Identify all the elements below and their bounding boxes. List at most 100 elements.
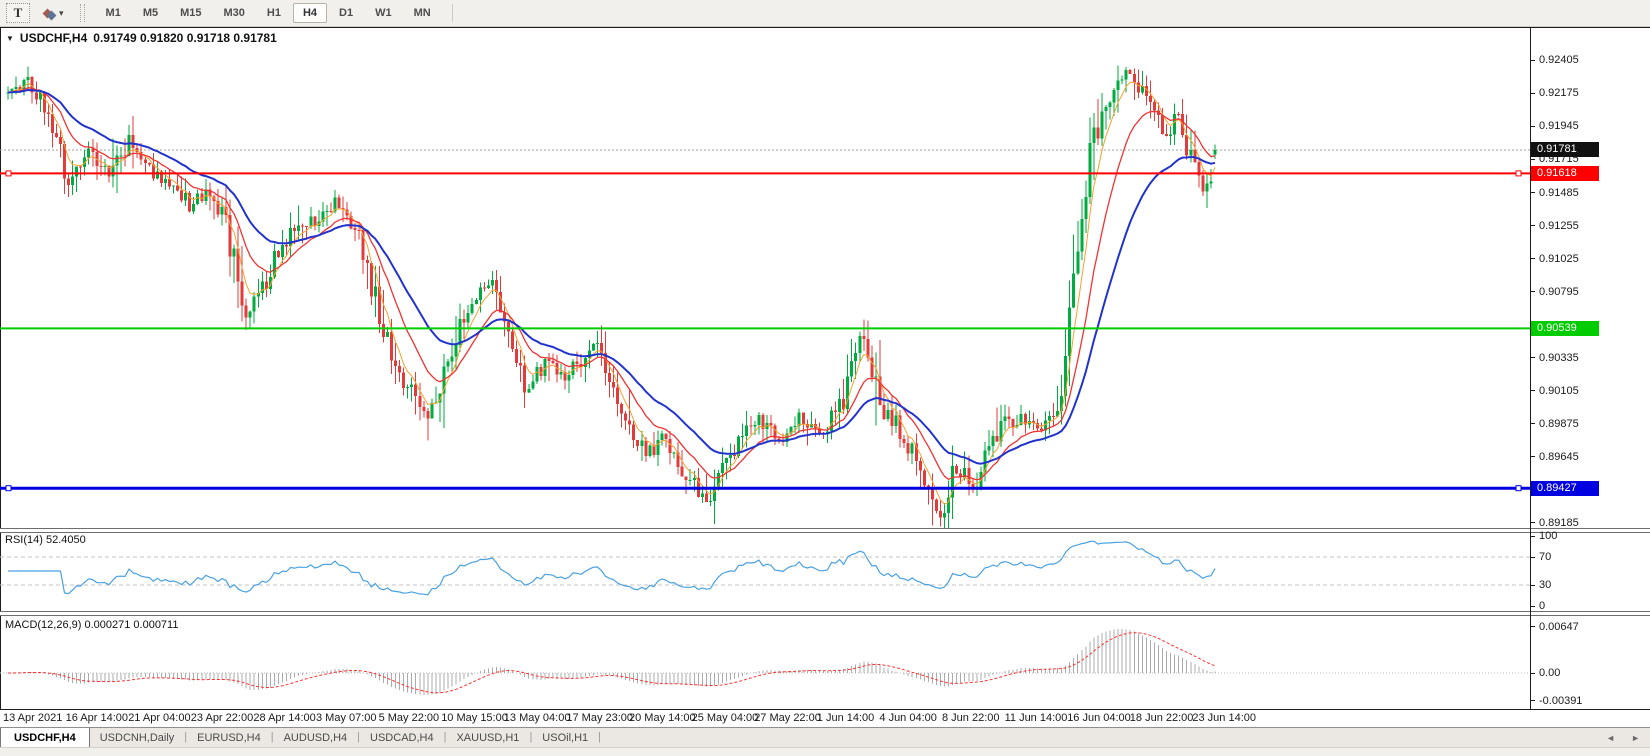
date-label: 23 Apr 22:00 bbox=[190, 712, 254, 724]
resistance-line-red-handle[interactable] bbox=[5, 170, 12, 177]
price-tick: 0.91485 bbox=[1531, 186, 1579, 200]
price-tick: 0.89875 bbox=[1531, 417, 1579, 431]
price-tick: 0.92405 bbox=[1531, 53, 1579, 67]
timeframe-toolbar: M1 M5 M15 M30 H1 H4 D1 W1 MN bbox=[95, 3, 442, 23]
price-chart-canvas[interactable] bbox=[0, 28, 1530, 528]
price-tick: 0.90795 bbox=[1531, 285, 1579, 299]
price-tick: 0.92175 bbox=[1531, 86, 1579, 100]
date-label: 28 Apr 14:00 bbox=[253, 712, 316, 724]
tab-usdcad-h4[interactable]: USDCAD,H4 bbox=[360, 728, 444, 747]
symbol-dropdown-icon[interactable]: ▼ bbox=[6, 33, 14, 43]
rsi-line bbox=[8, 540, 1216, 596]
drawing-objects-tool-button[interactable]: ▾ bbox=[40, 3, 68, 23]
tab-separator: | bbox=[357, 731, 361, 743]
ma-fast-orange bbox=[7, 81, 1216, 505]
tab-scroll-controls: ◄ ► bbox=[1606, 728, 1650, 747]
rsi-axis-tick: 100 bbox=[1531, 529, 1557, 543]
date-label: 13 Apr 2021 bbox=[3, 712, 63, 724]
top-toolbar: T ▾ M1 M5 M15 M30 H1 H4 D1 W1 MN bbox=[0, 0, 1650, 27]
tab-usdchf-h4[interactable]: USDCHF,H4 bbox=[0, 728, 90, 747]
rsi-panel-canvas[interactable] bbox=[0, 532, 1530, 611]
date-label: 17 May 23:00 bbox=[566, 712, 634, 724]
tab-eurusd-h4[interactable]: EURUSD,H4 bbox=[187, 728, 271, 747]
timeframe-button-mn[interactable]: MN bbox=[404, 3, 441, 23]
timeframe-button-m15[interactable]: M15 bbox=[170, 3, 211, 23]
macd-signal-line bbox=[8, 632, 1216, 694]
timeframe-button-m5[interactable]: M5 bbox=[133, 3, 168, 23]
date-label: 11 Jun 14:00 bbox=[1004, 712, 1068, 724]
support-line-blue-handle[interactable] bbox=[5, 485, 12, 492]
ma-mid-red bbox=[7, 87, 1216, 481]
price-tick: 0.91025 bbox=[1531, 252, 1579, 266]
panel-resize-separator[interactable] bbox=[0, 528, 1650, 533]
tab-separator: | bbox=[184, 731, 188, 743]
price-axis-border bbox=[1530, 27, 1531, 710]
macd-axis-tick: 0.00647 bbox=[1531, 620, 1579, 634]
chart-window: ▼ USDCHF,H4 0.91749 0.91820 0.91718 0.91… bbox=[0, 27, 1650, 727]
macd-indicator-label: MACD(12,26,9) 0.000271 0.000711 bbox=[5, 619, 179, 631]
price-tick: 0.90335 bbox=[1531, 351, 1579, 365]
tab-xauusd-h1[interactable]: XAUUSD,H1 bbox=[446, 728, 529, 747]
rsi-axis-tick: 0 bbox=[1531, 599, 1545, 613]
date-label: 21 Apr 04:00 bbox=[128, 712, 191, 724]
date-label: 10 May 15:00 bbox=[441, 712, 508, 724]
macd-axis-tick: -0.00391 bbox=[1531, 694, 1582, 708]
price-tick: 0.89185 bbox=[1531, 516, 1579, 530]
tabs-scroll-left-icon[interactable]: ◄ bbox=[1606, 732, 1616, 743]
date-label: 4 Jun 04:00 bbox=[879, 712, 937, 724]
rsi-indicator-label: RSI(14) 52.4050 bbox=[5, 534, 86, 546]
tab-usoil-h1[interactable]: USOil,H1 bbox=[532, 728, 598, 747]
chart-border-left bbox=[0, 27, 1, 710]
timeframe-button-d1[interactable]: D1 bbox=[329, 3, 363, 23]
tabs-scroll-right-icon[interactable]: ► bbox=[1631, 732, 1640, 743]
date-label: 27 May 22:00 bbox=[754, 712, 821, 724]
timeframe-button-h4[interactable]: H4 bbox=[292, 3, 328, 23]
chart-tabs: USDCHF,H4 USDCNH,Daily | EURUSD,H4 | AUDUSD,H… bbox=[0, 728, 601, 747]
toolbar-grip-handle[interactable] bbox=[79, 4, 85, 22]
date-label: 1 Jun 14:00 bbox=[816, 712, 875, 724]
chart-ohlc-values: 0.91749 0.91820 0.91718 0.91781 bbox=[93, 31, 277, 45]
tab-separator: | bbox=[443, 731, 447, 743]
tab-usdcnh-daily[interactable]: USDCNH,Daily bbox=[90, 728, 185, 747]
panel-resize-separator[interactable] bbox=[0, 611, 1650, 616]
timeframe-button-m1[interactable]: M1 bbox=[96, 3, 131, 23]
current-price-box: 0.91781 bbox=[1531, 142, 1599, 158]
macd-axis-tick: 0.00 bbox=[1531, 666, 1560, 680]
price-axis[interactable]: 0.92405 0.92175 0.91945 0.91715 0.91485 0.912… bbox=[1531, 27, 1650, 710]
macd-panel-canvas[interactable] bbox=[0, 615, 1530, 709]
status-bar bbox=[0, 747, 1650, 756]
chart-title: ▼ USDCHF,H4 0.91749 0.91820 0.91718 0.91… bbox=[6, 31, 277, 45]
chart-symbol-label: USDCHF,H4 bbox=[19, 31, 88, 45]
date-label: 23 Jun 14:00 bbox=[1192, 712, 1257, 724]
rsi-axis-tick: 30 bbox=[1531, 578, 1551, 592]
level-line-green-price-box: 0.90539 bbox=[1531, 320, 1599, 336]
toolbar-separator bbox=[451, 4, 453, 22]
date-label: 18 Jun 22:00 bbox=[1129, 712, 1194, 724]
ma-slow-blue bbox=[7, 89, 1216, 465]
chart-border-top bbox=[0, 27, 1650, 28]
tab-separator: | bbox=[270, 731, 274, 743]
support-line-blue-handle[interactable] bbox=[1515, 485, 1522, 492]
date-label: 13 May 04:00 bbox=[503, 712, 571, 724]
chart-tab-bar: USDCHF,H4 USDCNH,Daily | EURUSD,H4 | AUDUSD,H… bbox=[0, 727, 1650, 747]
price-tick: 0.90105 bbox=[1531, 384, 1579, 398]
timeframe-button-w1[interactable]: W1 bbox=[365, 3, 402, 23]
tab-audusd-h4[interactable]: AUDUSD,H4 bbox=[274, 728, 358, 747]
timeframe-button-m30[interactable]: M30 bbox=[214, 3, 255, 23]
tab-separator: | bbox=[598, 731, 601, 743]
price-tick: 0.91255 bbox=[1531, 219, 1579, 233]
date-label: 16 Jun 04:00 bbox=[1067, 712, 1131, 724]
text-label-tool-button[interactable]: T bbox=[6, 3, 30, 23]
timeframe-button-h1[interactable]: H1 bbox=[257, 3, 291, 23]
chevron-down-icon: ▾ bbox=[59, 7, 64, 18]
date-label: 3 May 07:00 bbox=[316, 712, 377, 724]
date-axis[interactable]: 13 Apr 2021 16 Apr 14:00 21 Apr 04:00 23 Ap… bbox=[0, 712, 1530, 727]
candles-down-bodies bbox=[18, 70, 1205, 518]
date-label: 25 May 04:00 bbox=[691, 712, 759, 724]
tab-separator: | bbox=[529, 731, 533, 743]
date-label: 20 May 14:00 bbox=[629, 712, 696, 724]
resistance-line-red-handle[interactable] bbox=[1515, 170, 1522, 177]
candles-up-bodies bbox=[6, 70, 1217, 518]
chart-border-bottom bbox=[0, 709, 1650, 710]
